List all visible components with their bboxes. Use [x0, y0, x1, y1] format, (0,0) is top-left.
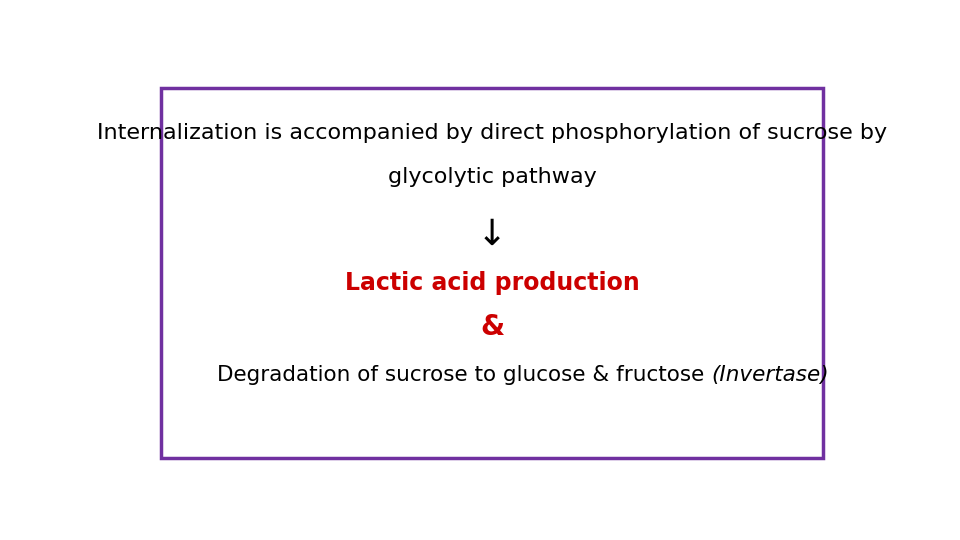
Text: Lactic acid production: Lactic acid production: [345, 271, 639, 295]
Text: Degradation of sucrose to glucose & fructose: Degradation of sucrose to glucose & fruc…: [217, 364, 710, 384]
Text: (Invertase): (Invertase): [710, 364, 828, 384]
Text: glycolytic pathway: glycolytic pathway: [388, 167, 596, 187]
Text: Internalization is accompanied by direct phosphorylation of sucrose by: Internalization is accompanied by direct…: [97, 124, 887, 144]
Text: &: &: [480, 313, 504, 341]
Text: ↓: ↓: [477, 218, 507, 252]
